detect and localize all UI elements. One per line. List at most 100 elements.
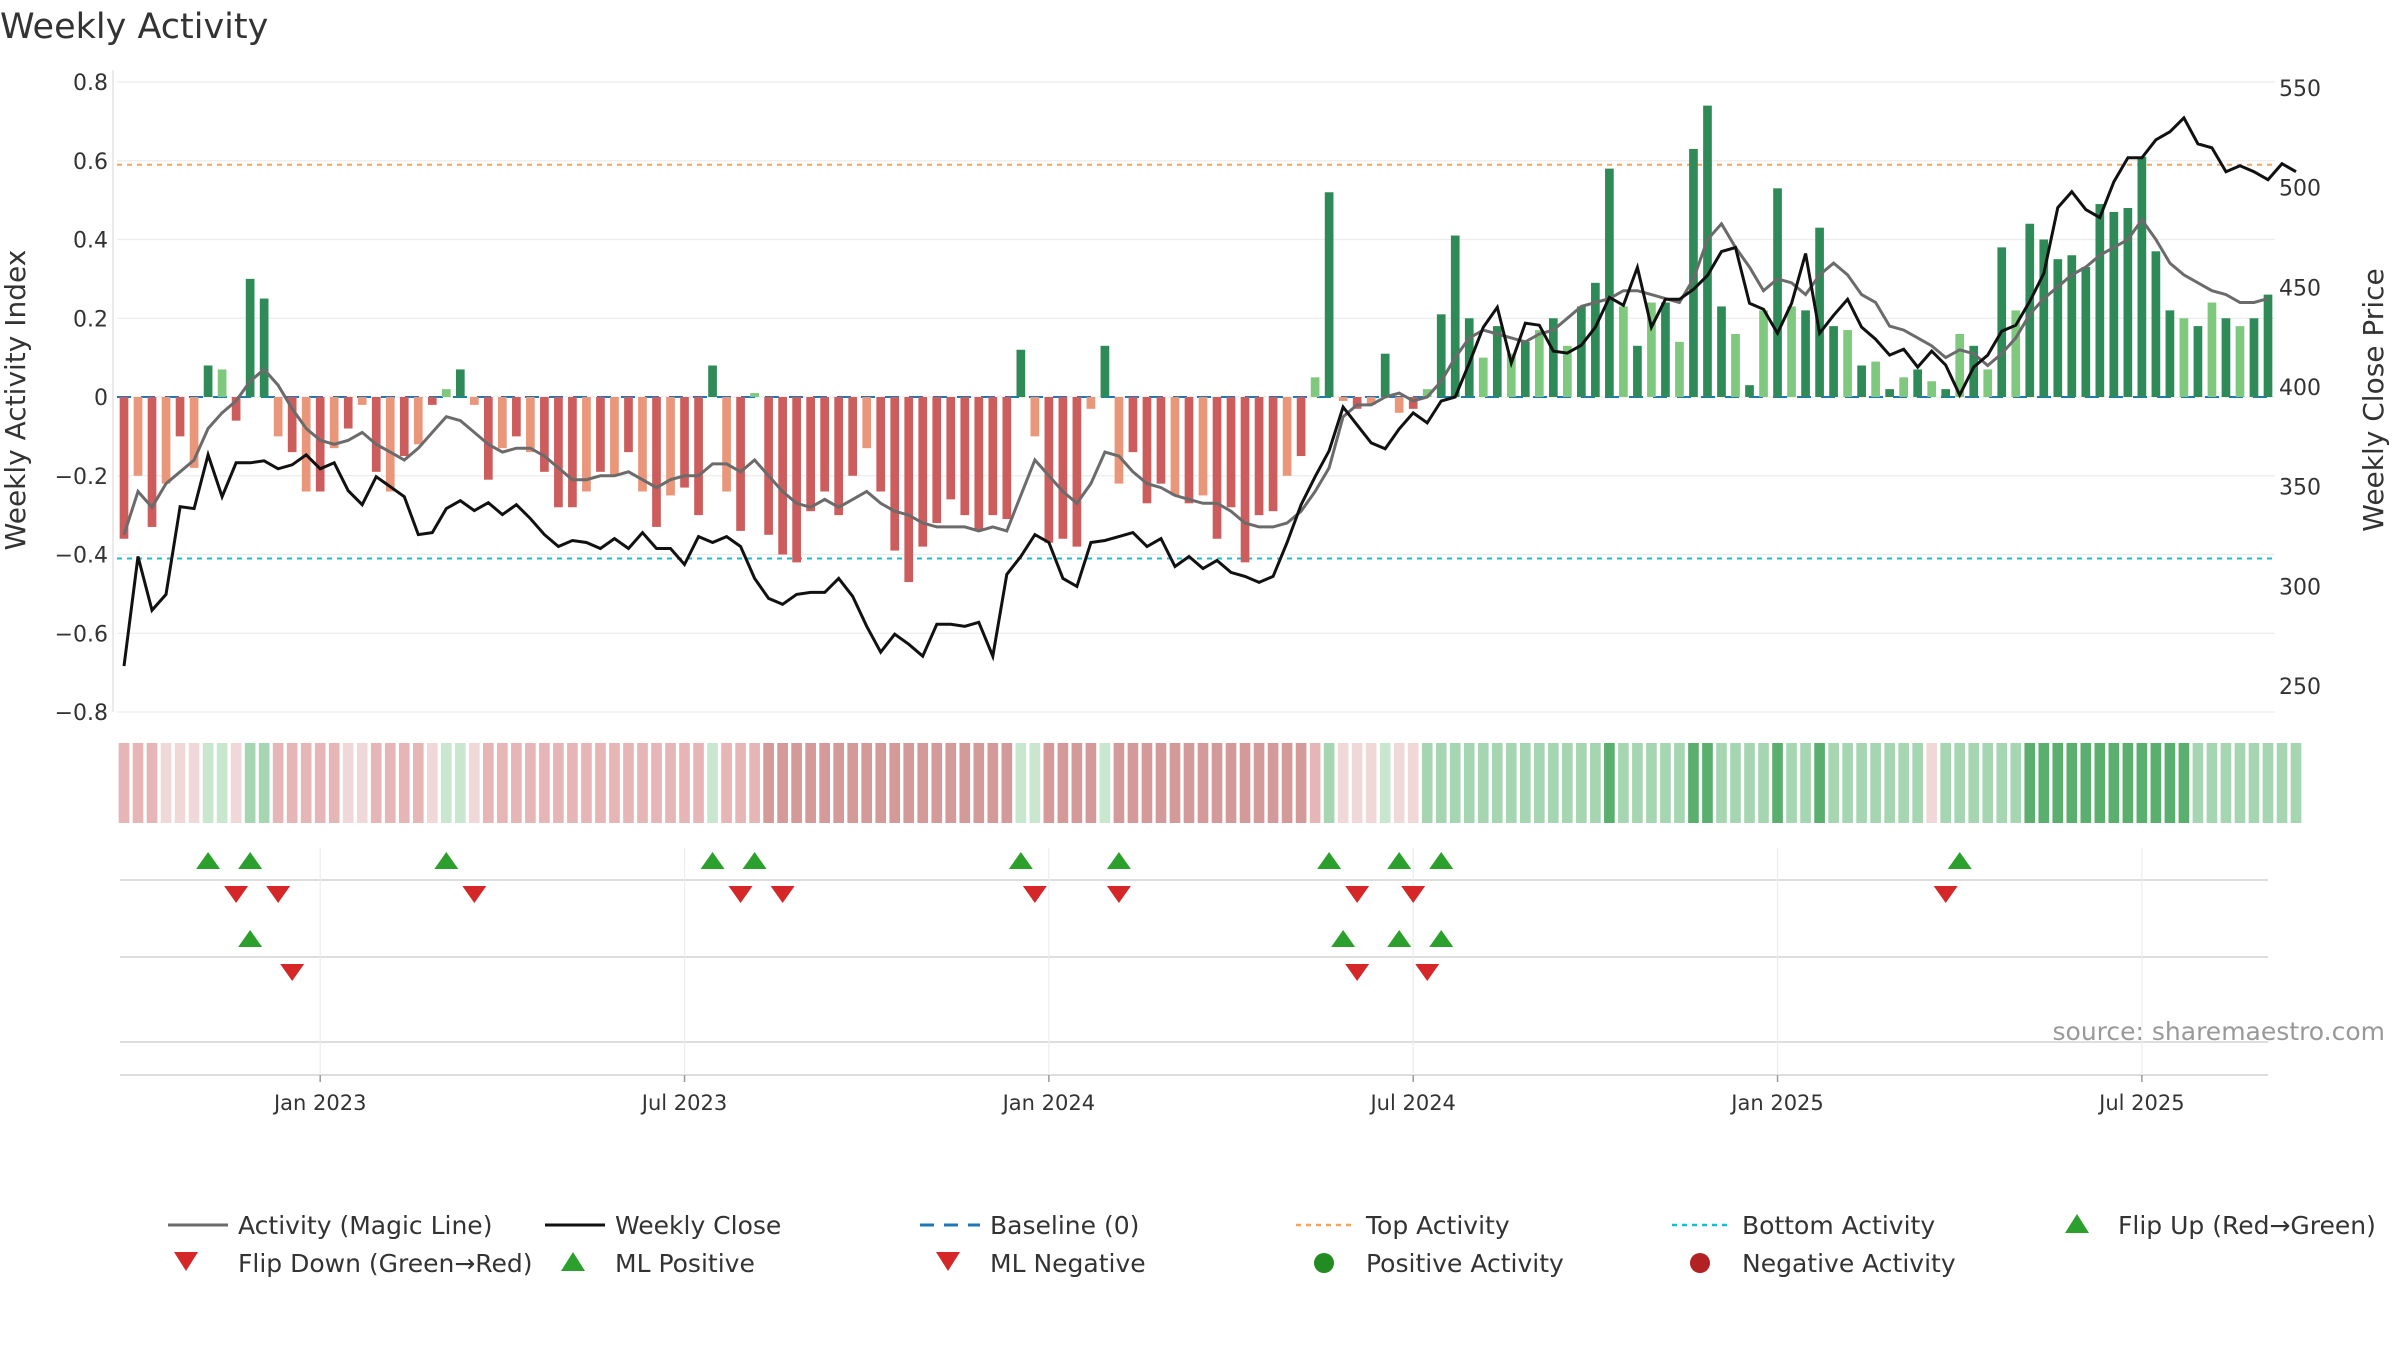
activity-bar	[554, 397, 563, 508]
left-tick-label: 0.2	[73, 307, 108, 332]
activity-bar	[2025, 223, 2035, 397]
heat-cell	[1632, 743, 1643, 823]
activity-bar	[1675, 341, 1684, 397]
legend-positive-activity-icon	[1314, 1253, 1334, 1273]
left-axis-title: Weekly Activity Index	[0, 250, 32, 551]
legend-ml-negative-icon	[936, 1252, 960, 1271]
activity-bar	[1198, 397, 1208, 496]
activity-bar	[1815, 227, 1824, 397]
legend-negative-activity-icon	[1690, 1253, 1710, 1273]
right-tick-label: 300	[2279, 575, 2321, 600]
left-tick-label: −0.4	[55, 544, 108, 569]
activity-bar	[1464, 318, 1474, 397]
heat-cell	[1477, 743, 1489, 823]
activity-bar	[526, 397, 535, 453]
right-tick-label: 350	[2279, 476, 2321, 501]
heat-cell	[132, 743, 144, 823]
heat-cell	[2150, 743, 2162, 823]
activity-bar	[1759, 310, 1768, 397]
activity-bar	[1436, 314, 1446, 397]
flip-up-marker	[238, 852, 263, 869]
legend-bottom-activity-label: Bottom Activity	[1742, 1211, 1935, 1240]
activity-bar	[1619, 306, 1628, 397]
heat-cell	[1996, 743, 2008, 823]
heat-cell	[118, 743, 130, 823]
flip-up-marker	[742, 852, 767, 869]
activity-bar	[1212, 397, 1222, 539]
heat-cell	[1576, 743, 1587, 823]
activity-bar	[1394, 397, 1404, 413]
legend-positive-activity-label: Positive Activity	[1366, 1249, 1564, 1278]
activity-bar	[1689, 148, 1698, 397]
heat-cell	[412, 743, 424, 823]
heat-cell	[188, 743, 200, 823]
heat-cell	[1141, 743, 1153, 823]
legend: Activity (Magic Line) Weekly Close Basel…	[168, 1211, 2376, 1278]
heat-cell	[1716, 743, 1727, 823]
activity-bar	[1380, 353, 1390, 397]
flip-down-marker	[462, 886, 487, 903]
heat-cell	[707, 743, 718, 823]
x-tick-label: Jul 2024	[1368, 1091, 1455, 1115]
heat-cell	[2248, 743, 2260, 823]
heat-cell	[903, 743, 915, 823]
flip-down-marker	[1106, 886, 1131, 903]
activity-bar	[1941, 389, 1951, 397]
flip-down-marker	[266, 886, 291, 903]
activity-bar	[1492, 326, 1502, 397]
activity-bar	[820, 397, 829, 492]
heat-cell	[1001, 743, 1013, 823]
activity-bar	[750, 393, 759, 397]
flip-down-marker	[1933, 886, 1958, 903]
activity-bar	[1591, 282, 1600, 397]
heat-cell	[146, 743, 158, 823]
legend-flip-up-icon	[2065, 1214, 2089, 1233]
ml-positive-marker	[238, 930, 263, 947]
activity-bar	[638, 397, 647, 492]
signal-rows	[120, 848, 2268, 1076]
activity-bar	[1605, 168, 1614, 397]
activity-bar	[568, 397, 577, 508]
heat-cell	[1618, 743, 1629, 823]
activity-bar	[2235, 326, 2245, 397]
heat-cell	[1183, 743, 1195, 823]
activity-bar	[652, 397, 661, 527]
activity-bar	[189, 397, 199, 468]
activity-bar	[988, 397, 998, 516]
activity-bar	[1352, 397, 1362, 409]
heat-cell	[2220, 743, 2232, 823]
flip-down-marker	[770, 886, 795, 903]
heat-cell	[1421, 743, 1433, 823]
activity-bar	[708, 365, 717, 397]
heat-cell	[749, 743, 760, 823]
heat-cell	[651, 743, 662, 823]
x-tick-label: Jan 2025	[1729, 1091, 1824, 1115]
activity-bar	[1829, 326, 1838, 397]
activity-bar	[806, 397, 815, 512]
left-tick-label: 0	[94, 386, 108, 411]
activity-bar	[2249, 318, 2259, 397]
heat-cell	[1015, 743, 1027, 823]
flip-down-marker	[728, 886, 753, 903]
activity-bar	[1086, 397, 1096, 409]
activity-bar	[2039, 239, 2049, 397]
activity-bar	[1408, 397, 1418, 409]
activity-bar	[315, 397, 325, 492]
activity-bar	[2137, 156, 2147, 397]
heat-cell	[1898, 743, 1909, 823]
activity-bar	[301, 397, 311, 492]
activity-bar	[1843, 330, 1852, 397]
flip-up-marker	[700, 852, 725, 869]
activity-bar	[2067, 255, 2077, 397]
heat-cell	[2206, 743, 2218, 823]
right-tick-label: 400	[2279, 376, 2321, 401]
heat-cell	[1225, 743, 1237, 823]
activity-bar	[764, 397, 773, 535]
ml-positive-marker	[1331, 930, 1356, 947]
heat-cell	[1491, 743, 1503, 823]
heat-cell	[1337, 743, 1349, 823]
heat-cell	[2080, 743, 2092, 823]
flip-up-marker	[434, 852, 459, 869]
heat-cell	[469, 743, 480, 823]
activity-bar	[1703, 105, 1712, 397]
